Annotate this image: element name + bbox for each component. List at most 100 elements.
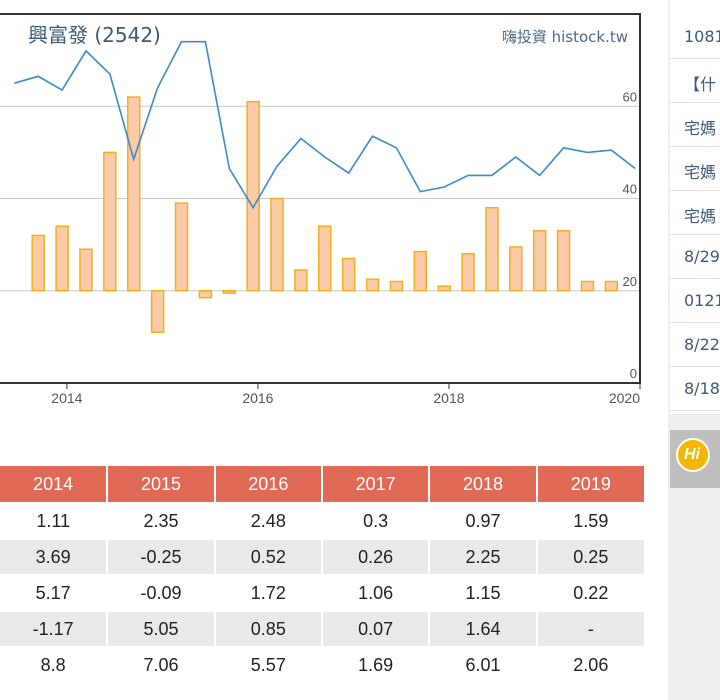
table-cell: 2.06	[536, 646, 644, 682]
bar	[461, 253, 475, 292]
bar	[294, 269, 308, 292]
data-table: 2014 2015 2016 2017 2018 2019 1.11 2.35 2.48 0.3…	[0, 466, 644, 682]
table-cell: 6.01	[429, 646, 538, 682]
news-item[interactable]: 宅媽	[670, 190, 720, 235]
year-header: 2015	[107, 466, 216, 503]
bar	[604, 280, 619, 292]
bar	[103, 151, 117, 292]
table-cell: 0.85	[214, 610, 323, 647]
news-item[interactable]: 【什	[670, 58, 720, 103]
bar	[174, 202, 189, 292]
news-item-label: 1081	[684, 27, 720, 46]
table-row: 1.11 2.35 2.48 0.3 0.97 1.59	[0, 502, 644, 539]
bar	[413, 250, 428, 292]
table-cell: 1.15	[429, 574, 538, 611]
axis-layer: 0 20 40 60 2014 2016 2018 2020	[0, 13, 641, 406]
news-item-label: 8/18	[684, 379, 720, 398]
table-cell: 0.26	[321, 538, 431, 575]
table-cell: 0.97	[429, 502, 538, 539]
y-tick-label: 40	[623, 182, 637, 197]
table-cell: 3.69	[0, 538, 109, 575]
table-cell: 5.57	[214, 646, 323, 682]
bar	[580, 280, 595, 292]
hi-badge-icon[interactable]: Hi	[676, 438, 710, 472]
table-body: 1.11 2.35 2.48 0.3 0.97 1.59 3.69 -0.25 0.52 0.26…	[0, 502, 644, 682]
table-cell: -0.09	[107, 574, 216, 611]
news-item-label: 8/22	[684, 335, 720, 354]
news-item-label: 宅媽	[684, 119, 717, 138]
x-tick-label: 2014	[51, 390, 82, 406]
x-tick-label: 2020	[609, 390, 640, 406]
news-item-label: 宅媽	[684, 163, 717, 182]
table-cell: 1.69	[321, 646, 431, 682]
news-item-label: 8/29	[684, 247, 720, 266]
y-tick-label: 20	[623, 274, 637, 289]
bar	[270, 197, 284, 292]
table-cell: 1.72	[214, 574, 323, 611]
table-row: 3.69 -0.25 0.52 0.26 2.25 0.25	[0, 538, 644, 575]
news-item[interactable]: 8/29	[670, 234, 720, 279]
news-item[interactable]: 0121	[670, 278, 720, 323]
table-cell: 0.07	[321, 610, 431, 647]
news-item-label: 【什	[684, 75, 717, 94]
news-item[interactable]: 1081	[670, 14, 720, 59]
table-cell: 0.52	[214, 538, 323, 575]
bar	[55, 225, 69, 292]
watermark: 嗨投資 histock.tw	[502, 28, 628, 46]
year-header: 2017	[321, 466, 431, 503]
bar	[532, 230, 547, 292]
bar	[485, 206, 499, 292]
bar	[365, 278, 380, 292]
bar	[556, 230, 571, 292]
plot-frame	[0, 13, 641, 384]
bar-layer	[31, 96, 619, 334]
bar	[389, 280, 404, 292]
chart-panel: 0 20 40 60 2014 2016 2018 2020 興富發 (2542) 嗨投資 h…	[0, 13, 641, 406]
table-row: 8.8 7.06 5.57 1.69 6.01 2.06	[0, 646, 644, 682]
year-header: 2019	[536, 466, 644, 503]
table-cell: 0.22	[536, 574, 644, 611]
year-header: 2018	[429, 466, 538, 503]
news-item[interactable]: 8/18	[670, 366, 720, 411]
bar	[509, 246, 523, 292]
table-cell: 1.06	[321, 574, 431, 611]
bar	[246, 100, 260, 292]
table-row: 5.17 -0.09 1.72 1.06 1.15 0.22	[0, 574, 644, 611]
table-cell: 2.48	[214, 502, 323, 539]
table-cell: 1.64	[429, 610, 538, 647]
news-item-label: 宅媽	[684, 207, 717, 226]
news-item-label: 0121	[684, 291, 720, 310]
bar	[150, 290, 165, 334]
bar	[31, 234, 45, 292]
chart-svg: 0 20 40 60 2014 2016 2018 2020 興富發 (2542) 嗨投資 h…	[0, 13, 641, 406]
table-cell: -1.17	[0, 610, 109, 647]
hi-badge-label: Hi	[684, 446, 700, 463]
bar	[198, 290, 213, 299]
y-tick-label: 0	[630, 366, 637, 381]
year-header: 2016	[214, 466, 323, 503]
line-layer	[14, 40, 636, 210]
table-cell: -	[536, 610, 644, 647]
news-item[interactable]: 宅媽	[670, 146, 720, 191]
table-cell: 8.8	[0, 646, 109, 682]
table-cell: 1.11	[0, 502, 109, 539]
table-cell: -0.25	[107, 538, 216, 575]
year-header: 2014	[0, 466, 109, 503]
table-header-row: 2014 2015 2016 2017 2018 2019	[0, 466, 644, 503]
bar	[318, 225, 332, 292]
y-tick-label: 60	[623, 89, 637, 104]
bar	[437, 285, 451, 292]
table-cell: 0.3	[321, 502, 431, 539]
table-cell: 5.05	[107, 610, 216, 647]
news-item[interactable]: 宅媽	[670, 102, 720, 147]
bar	[222, 290, 237, 294]
x-tick-label: 2016	[242, 390, 273, 406]
table-cell: 7.06	[107, 646, 216, 682]
table-row: -1.17 5.05 0.85 0.07 1.64-	[0, 610, 644, 647]
news-item[interactable]: 8/22	[670, 322, 720, 367]
bar	[126, 96, 141, 292]
x-tick-label: 2018	[433, 390, 464, 406]
chart-title: 興富發 (2542)	[28, 23, 161, 47]
